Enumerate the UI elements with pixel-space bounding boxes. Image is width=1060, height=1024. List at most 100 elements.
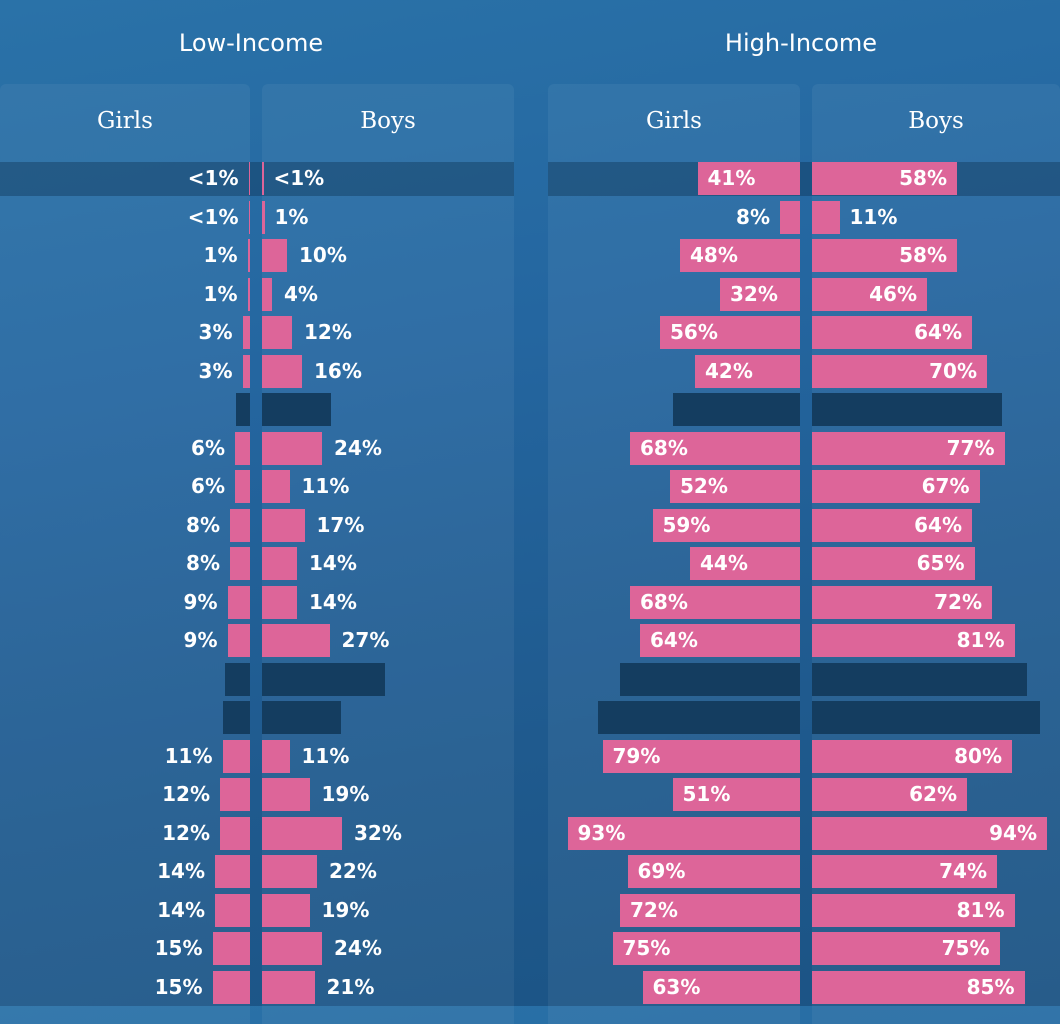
low-girls-bar <box>212 971 250 1004</box>
high-boys-value-label: 64% <box>914 513 962 537</box>
low-girls-value-label: 12% <box>162 821 210 845</box>
high-boys-bar <box>812 586 992 619</box>
low-girls-value-label: 1% <box>203 243 238 267</box>
low-girls-bar <box>230 547 250 580</box>
high-boys-value-label: 58% <box>899 166 947 190</box>
high-girls-value-label: 41% <box>707 166 756 190</box>
high-girls-header: Girls <box>646 108 702 134</box>
low-boys-bar <box>262 162 264 195</box>
low-boys-value-label: 11% <box>301 474 350 498</box>
low-girls-column <box>0 84 250 1024</box>
low-girls-value-label: 8% <box>186 513 220 537</box>
high-girls-value-label: 63% <box>652 975 701 999</box>
high-boys-value-label: 77% <box>946 436 995 460</box>
high-girls-value-label: 79% <box>612 744 661 768</box>
high-boys-value-label: 81% <box>956 898 1005 922</box>
high-girls-bar <box>695 355 800 388</box>
high-girls-bar <box>602 740 800 773</box>
high-boys-bar <box>812 278 927 311</box>
low-boys-value-label: 11% <box>301 744 350 768</box>
low-boys-value-label: 24% <box>334 936 382 960</box>
low-girls-value-label: <1% <box>187 166 239 190</box>
low-boys-value-label: 22% <box>329 859 377 883</box>
high-girls-bar <box>697 162 800 195</box>
low-girls-bar <box>247 239 250 272</box>
high-boys-bar <box>812 239 957 272</box>
low-boys-value-label: 19% <box>321 898 370 922</box>
low-boys-bar <box>262 432 322 465</box>
high-girls-blank-bar <box>597 701 800 734</box>
low-girls-bar <box>227 586 250 619</box>
low-girls-bar <box>212 932 250 965</box>
low-boys-blank-bar <box>262 701 341 734</box>
low-boys-bar <box>262 932 322 965</box>
high-boys-value-label: 46% <box>869 282 917 306</box>
low-boys-value-label: 19% <box>321 782 370 806</box>
low-boys-bar <box>262 624 330 657</box>
low-girls-bar <box>222 740 250 773</box>
low-girls-value-label: 15% <box>154 975 203 999</box>
high-boys-blank-bar <box>812 393 1002 426</box>
low-boys-bar <box>262 971 315 1004</box>
high-girls-bar <box>627 855 800 888</box>
low-girls-value-label: 11% <box>164 744 213 768</box>
high-girls-value-label: 72% <box>630 898 678 922</box>
low-girls-value-label: 14% <box>157 898 205 922</box>
low-girls-value-label: 12% <box>162 782 210 806</box>
high-boys-value-label: 80% <box>954 744 1002 768</box>
high-girls-value-label: 68% <box>640 590 688 614</box>
low-girls-value-label: 9% <box>183 590 218 614</box>
high-boys-value-label: 74% <box>939 859 987 883</box>
high-girls-bar <box>630 432 800 465</box>
high-girls-bar <box>642 971 800 1004</box>
low-boys-value-label: 1% <box>274 205 309 229</box>
low-boys-header: Boys <box>360 108 416 134</box>
high-boys-value-label: 62% <box>909 782 957 806</box>
high-girls-bar <box>670 470 800 503</box>
high-girls-bar <box>630 586 800 619</box>
high-boys-value-label: 81% <box>956 628 1005 652</box>
low-boys-bar <box>262 201 265 234</box>
high-boys-bar <box>812 817 1047 850</box>
low-girls-bar <box>247 278 250 311</box>
low-boys-bar <box>262 278 272 311</box>
high-girls-value-label: 68% <box>640 436 688 460</box>
low-girls-bar <box>248 201 250 234</box>
high-boys-bar <box>812 355 987 388</box>
high-boys-value-label: 67% <box>921 474 970 498</box>
high-boys-value-label: 64% <box>914 320 962 344</box>
high-girls-value-label: 69% <box>637 859 686 883</box>
panel-title-high-income: High-Income <box>724 29 878 57</box>
low-girls-value-label: 8% <box>186 551 220 575</box>
high-girls-value-label: 75% <box>622 936 671 960</box>
low-girls-value-label: 6% <box>191 436 225 460</box>
low-girls-bar <box>215 855 250 888</box>
low-girls-value-label: 9% <box>183 628 218 652</box>
high-boys-header: Boys <box>908 108 964 134</box>
high-boys-bar <box>812 624 1015 657</box>
high-boys-value-label: 75% <box>941 936 990 960</box>
high-girls-value-label: 52% <box>680 474 728 498</box>
highlight-band-high <box>548 162 1060 196</box>
low-boys-bar <box>262 855 317 888</box>
high-boys-bar <box>812 855 997 888</box>
low-boys-value-label: 14% <box>309 590 357 614</box>
high-girls-bar <box>780 201 800 234</box>
high-girls-value-label: 32% <box>730 282 778 306</box>
panel-title-low-income: Low-Income <box>178 29 324 57</box>
high-boys-bar <box>812 201 840 234</box>
high-girls-value-label: 44% <box>700 551 748 575</box>
low-boys-bar <box>262 316 292 349</box>
low-boys-bar <box>262 509 305 542</box>
high-girls-value-label: 59% <box>662 513 711 537</box>
low-girls-bar <box>248 162 250 195</box>
low-girls-bar <box>235 432 250 465</box>
low-girls-value-label: 15% <box>154 936 203 960</box>
low-boys-value-label: 10% <box>299 243 347 267</box>
high-boys-value-label: 11% <box>849 205 898 229</box>
high-boys-blank-bar <box>812 701 1040 734</box>
high-girls-value-label: 42% <box>705 359 753 383</box>
low-girls-bar <box>227 624 250 657</box>
high-girls-bar <box>652 509 800 542</box>
low-boys-value-label: 24% <box>334 436 382 460</box>
